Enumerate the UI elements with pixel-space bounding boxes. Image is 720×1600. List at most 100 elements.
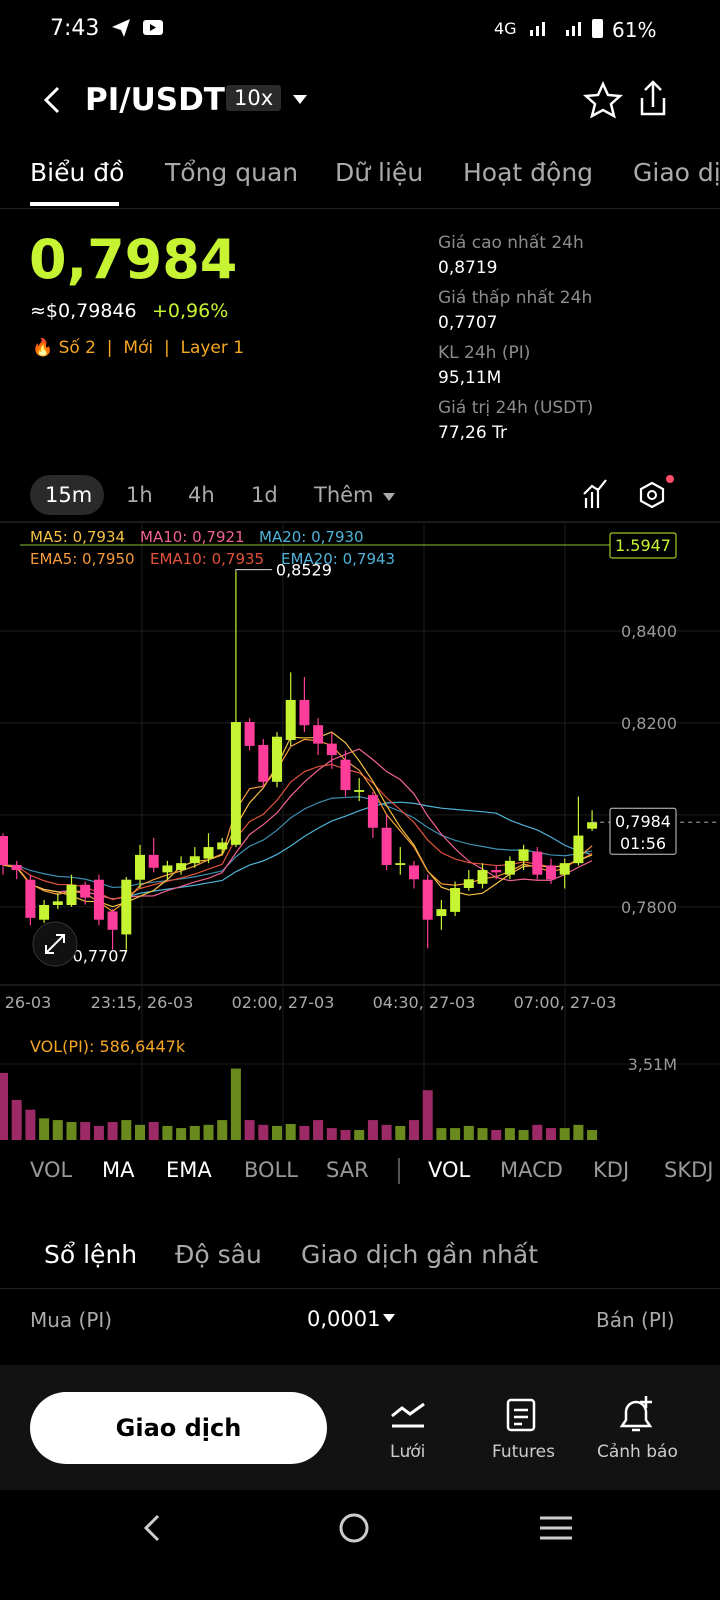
candle-body xyxy=(546,865,556,880)
volume-bar xyxy=(176,1128,187,1140)
orderbook-tab[interactable]: Sổ lệnh xyxy=(44,1240,138,1269)
candle-body xyxy=(326,743,337,756)
dropdown-icon[interactable] xyxy=(293,95,307,104)
stat-label: Giá cao nhất 24h xyxy=(438,233,584,253)
high-label: 0,8529 xyxy=(276,561,332,580)
step-select[interactable]: 0,0001 xyxy=(307,1307,381,1331)
nav-item[interactable]: Lưới xyxy=(390,1442,426,1462)
indicator-tab[interactable]: EMA xyxy=(166,1158,212,1182)
candle-body xyxy=(121,879,132,935)
tab[interactable]: Tổng quan xyxy=(165,158,299,187)
system-nav xyxy=(143,1513,572,1543)
candle-body xyxy=(450,887,461,912)
x-tick-label: 04:30, 27-03 xyxy=(373,993,476,1012)
candle-body xyxy=(299,699,310,726)
nav-item[interactable]: Cảnh báo xyxy=(597,1442,678,1462)
leverage[interactable]: 10x xyxy=(226,85,282,111)
volume-title: VOL(PI): 586,6447k xyxy=(30,1037,186,1056)
candle-body xyxy=(504,860,515,875)
volume-bar xyxy=(504,1128,515,1140)
chart-tools xyxy=(583,475,674,509)
volume-bar xyxy=(573,1124,584,1140)
sub-tab[interactable]: MACD xyxy=(500,1158,563,1182)
interval[interactable]: 1h xyxy=(126,483,153,507)
last-price-label: 0,7984 xyxy=(615,812,671,831)
ma-legend: MA10: 0,7921 xyxy=(140,528,245,546)
favorite-icon[interactable] xyxy=(582,80,624,119)
candle-body xyxy=(422,879,433,920)
candle-body xyxy=(176,863,187,871)
volume-bar xyxy=(518,1130,529,1140)
volume-bar xyxy=(272,1125,282,1140)
candle-body xyxy=(518,849,529,861)
low-label: 0,7707 xyxy=(73,947,129,966)
volume-bar xyxy=(367,1120,378,1140)
volume-bar xyxy=(546,1128,556,1140)
interval[interactable]: 4h xyxy=(188,483,215,507)
share-icon[interactable] xyxy=(640,80,666,116)
buy-header: Mua (PI) xyxy=(30,1308,113,1332)
ema-legend: EMA20: 0,7943 xyxy=(281,550,395,568)
stat-value: 0,8719 xyxy=(438,258,498,278)
volume-bar xyxy=(66,1122,77,1140)
candle-body xyxy=(189,856,200,864)
volume-bar xyxy=(135,1124,145,1140)
stat-value: 77,26 Tr xyxy=(438,423,507,443)
volume-bar xyxy=(203,1124,214,1140)
dropdown-icon xyxy=(383,1314,395,1322)
settings-icon[interactable] xyxy=(639,481,665,509)
indicator-icon[interactable] xyxy=(583,479,607,508)
tag: Số 2 xyxy=(58,338,96,358)
interval[interactable]: 1d xyxy=(251,483,278,507)
candle-body xyxy=(559,863,570,875)
nav-item[interactable]: Futures xyxy=(492,1442,555,1462)
tags: 🔥 Số 2 | Mới | Layer 1 xyxy=(32,338,245,358)
indicator-tab[interactable]: SAR xyxy=(326,1158,369,1182)
back-icon[interactable] xyxy=(43,86,60,114)
volume-bar xyxy=(299,1125,310,1140)
sub-tab[interactable]: VOL xyxy=(428,1158,471,1182)
sub-tab[interactable]: SKDJ xyxy=(664,1158,714,1182)
candle-body xyxy=(162,865,173,873)
x-tick-label: 23:15, 26-03 xyxy=(91,993,194,1012)
candle-body xyxy=(491,870,502,873)
orderbook-tab[interactable]: Giao dịch gần nhất xyxy=(301,1240,539,1269)
clock: 7:43 xyxy=(50,16,100,41)
volume-bar xyxy=(463,1125,474,1140)
marker-label: 1.5947 xyxy=(615,536,671,555)
y-tick-label: 0,8200 xyxy=(621,714,677,733)
tab[interactable]: Dữ liệu xyxy=(335,158,424,187)
ema-line xyxy=(2,738,593,913)
tab-indicator xyxy=(30,202,119,206)
indicator-tab[interactable]: BOLL xyxy=(244,1158,298,1182)
volume-bar xyxy=(354,1130,365,1140)
volume-bar xyxy=(381,1124,392,1140)
volume-bar xyxy=(532,1124,543,1140)
volume-bar xyxy=(340,1130,351,1140)
divider xyxy=(398,1158,400,1184)
tab[interactable]: Giao dịch xyxy=(633,158,720,187)
interval[interactable]: 15m xyxy=(45,483,93,507)
tab[interactable]: Hoạt động xyxy=(463,158,594,187)
candle-body xyxy=(381,827,392,865)
candle-body xyxy=(573,835,584,864)
usd-price: ≈$0,79846 xyxy=(30,300,137,322)
interval[interactable]: Thêm xyxy=(314,483,374,507)
candle-body xyxy=(409,865,419,880)
candle-body xyxy=(25,879,36,918)
candle-body xyxy=(272,736,282,782)
indicator-tab[interactable]: MA xyxy=(102,1158,135,1182)
stat-value: 0,7707 xyxy=(438,313,498,333)
stat-label: Giá trị 24h (USDT) xyxy=(438,398,594,418)
volume-bar xyxy=(121,1120,132,1140)
orderbook-tab[interactable]: Độ sâu xyxy=(175,1240,262,1269)
trade-button[interactable]: Giao dịch xyxy=(30,1392,327,1464)
ma-line xyxy=(2,801,593,900)
indicator-tab[interactable]: VOL xyxy=(30,1158,73,1182)
stat-value: 95,11M xyxy=(438,368,502,388)
volume-bar xyxy=(258,1124,269,1140)
tab[interactable]: Biểu đồ xyxy=(30,158,125,187)
volume-bar xyxy=(436,1128,447,1140)
sub-tab[interactable]: KDJ xyxy=(593,1158,630,1182)
volume-bar xyxy=(326,1128,337,1140)
